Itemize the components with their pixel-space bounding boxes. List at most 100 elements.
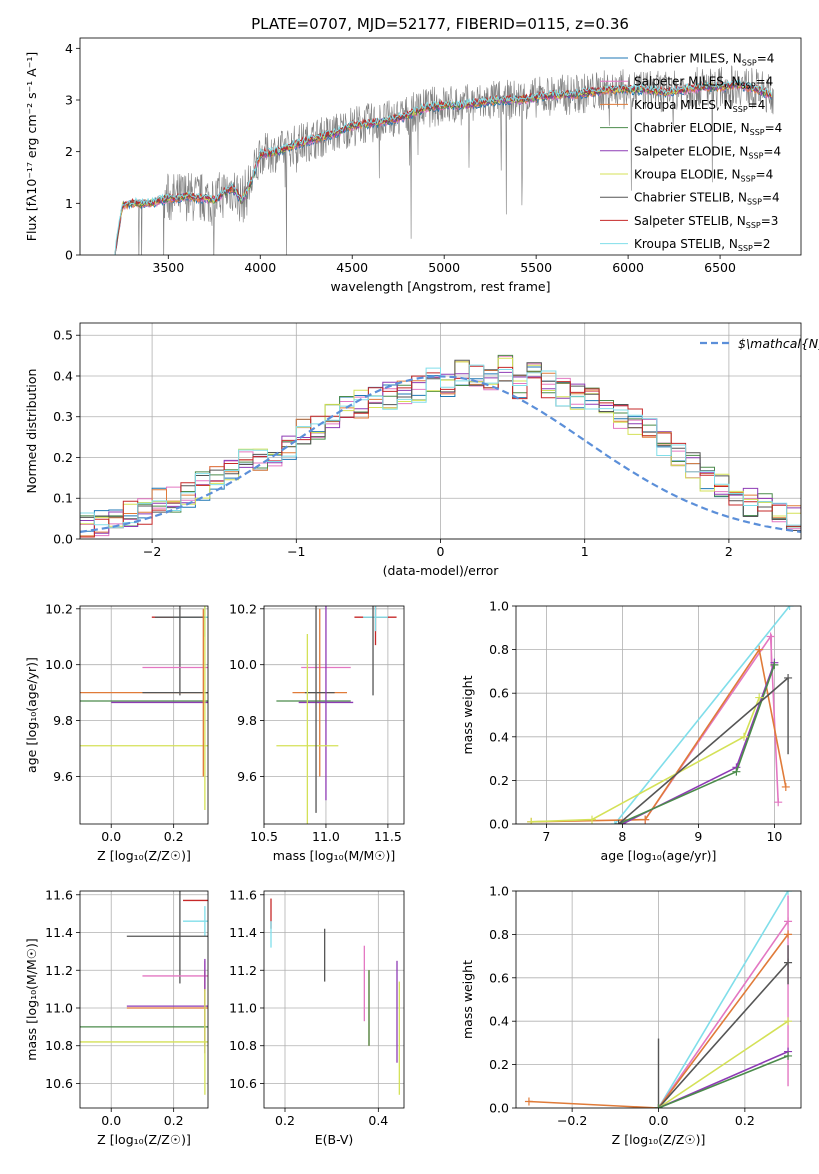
y-tick-label: 0.2	[53, 450, 73, 465]
x-tick-label: −0.2	[557, 1113, 587, 1128]
data-point-marker	[524, 1097, 533, 1106]
axes-frame	[263, 890, 405, 1109]
weight-line	[657, 920, 789, 1108]
y-axis-label: mass weight	[460, 675, 475, 754]
x-tick-label: 10.5	[250, 829, 278, 844]
plot-area	[80, 606, 208, 811]
x-axis-label: wavelength [Angstrom, rest frame]	[330, 279, 550, 294]
model-spectrum-line	[114, 79, 772, 255]
weight-line	[618, 677, 789, 824]
y-tick-label: 10.2	[229, 601, 257, 616]
x-tick-label: −2	[143, 544, 161, 559]
y-tick-label: 11.6	[229, 887, 257, 902]
x-tick-label: 11.5	[374, 829, 402, 844]
y-tick-label: 11.4	[45, 925, 73, 940]
weight-line	[658, 1055, 789, 1108]
panel-mass-vs-metallicity: 0.0 0.2 10.6 10.8 11.0 11.2 11.4 11.6 Z [log₁₀(Z…	[24, 887, 209, 1147]
data-point-marker	[784, 958, 793, 967]
axes-frame	[79, 322, 802, 540]
y-tick-label: 10.6	[229, 1076, 257, 1091]
legend-label: Salpeter STELIB, NSSP=3	[634, 214, 778, 230]
x-axis-label: E(B-V)	[315, 1132, 354, 1147]
x-tick-label: 0.2	[164, 1113, 184, 1128]
y-tick-label: 0.4	[53, 368, 73, 383]
panel-age-vs-metallicity: 0.0 0.2 9.6 9.8 10.0 10.2 Z [log₁₀(Z/Z☉)] age […	[24, 601, 209, 863]
y-tick-label: 0.3	[53, 409, 73, 424]
data-point-marker	[781, 782, 790, 791]
y-tick-label: 10.2	[45, 601, 73, 616]
weight-line	[657, 962, 789, 1108]
y-tick-label: 0.0	[53, 532, 73, 547]
plot-area	[114, 65, 774, 255]
plot-area	[270, 898, 400, 1095]
y-tick-label: 9.8	[237, 713, 257, 728]
x-tick-label: 0.2	[735, 1113, 755, 1128]
x-tick-label: 0	[437, 544, 445, 559]
figure-title: PLATE=0707, MJD=52177, FIBERID=0115, z=0…	[251, 15, 629, 33]
legend-label: Kroupa MILES, NSSP=4	[634, 98, 765, 114]
x-axis-label: age [log₁₀(age/yr)]	[601, 848, 717, 863]
y-tick-label: 11.4	[229, 925, 257, 940]
x-tick-label: 11.0	[312, 829, 340, 844]
y-tick-label: 0.0	[489, 1101, 509, 1116]
x-axis-label: mass [log₁₀(M/M☉)]	[273, 848, 395, 863]
y-tick-label: 0.2	[489, 1057, 509, 1072]
x-tick-label: 5000	[428, 260, 460, 275]
legend: $\mathcal{N}(0, 1)$	[700, 336, 819, 351]
y-tick-label: 11.0	[45, 1000, 73, 1015]
histogram-step	[80, 365, 801, 538]
y-tick-label: 10.6	[45, 1076, 73, 1091]
y-tick-label: 1	[65, 196, 73, 211]
axes-frame	[515, 890, 802, 1109]
y-axis-label: Normed distribution	[24, 369, 39, 494]
data-point-marker	[766, 632, 775, 641]
model-spectrum-line	[114, 78, 773, 255]
y-tick-label: 9.6	[237, 769, 257, 784]
data-point-marker	[732, 767, 741, 776]
y-tick-label: 0.8	[489, 642, 509, 657]
y-axis-label: mass weight	[460, 960, 475, 1039]
data-point-marker	[784, 1017, 793, 1026]
x-tick-label: 7	[542, 829, 550, 844]
weight-line	[657, 891, 789, 1108]
normal-curve	[80, 375, 801, 533]
y-axis-label: age [log₁₀(age/yr)]	[24, 657, 39, 773]
panel-residuals: −2 −1 0 1 2 0.0 0.1 0.2 0.3 0.4 0.5 (data-model)/er…	[24, 322, 819, 578]
y-tick-label: 2	[65, 144, 73, 159]
data-point-marker	[755, 693, 764, 702]
y-tick-label: 9.8	[53, 713, 73, 728]
x-axis-label: Z [log₁₀(Z/Z☉)]	[97, 848, 191, 863]
x-tick-label: 9	[694, 829, 702, 844]
grid	[263, 606, 404, 824]
data-point-marker	[784, 891, 793, 895]
x-tick-label: 6500	[704, 260, 736, 275]
panel-mass-vs-extinction: 0.2 0.4 10.6 10.8 11.0 11.2 11.4 11.6 E(B-V)	[229, 887, 405, 1147]
data-point-marker	[784, 930, 793, 939]
y-tick-label: 11.0	[229, 1000, 257, 1015]
grid	[80, 323, 801, 540]
panel-mass-weight-vs-metallicity: −0.2 0.0 0.2 0.0 0.2 0.4 0.6 0.8 1.0 Z [log₁₀(Z/Z…	[460, 884, 802, 1147]
y-tick-label: 11.6	[45, 887, 73, 902]
x-tick-label: 0.0	[101, 829, 121, 844]
axes-frame	[79, 890, 209, 1109]
axes-frame	[515, 605, 802, 825]
data-point-marker	[784, 917, 793, 926]
data-point-marker	[784, 673, 793, 682]
y-tick-label: 10.0	[229, 657, 257, 672]
x-tick-label: 8	[618, 829, 626, 844]
grid	[264, 891, 404, 1108]
y-tick-label: 1.0	[489, 884, 509, 899]
y-tick-label: 1.0	[489, 599, 509, 614]
y-tick-label: 0	[65, 248, 73, 263]
axes-frame	[79, 605, 209, 825]
plot-area	[80, 354, 801, 538]
x-axis-label: Z [log₁₀(Z/Z☉)]	[97, 1132, 191, 1147]
weight-line	[644, 634, 779, 821]
plot-area	[80, 891, 208, 1095]
grid	[80, 891, 208, 1108]
x-axis-label: Z [log₁₀(Z/Z☉)]	[612, 1132, 706, 1147]
y-tick-label: 0.6	[489, 686, 509, 701]
y-tick-label: 0.5	[53, 328, 73, 343]
y-tick-label: 0.4	[489, 1014, 509, 1029]
